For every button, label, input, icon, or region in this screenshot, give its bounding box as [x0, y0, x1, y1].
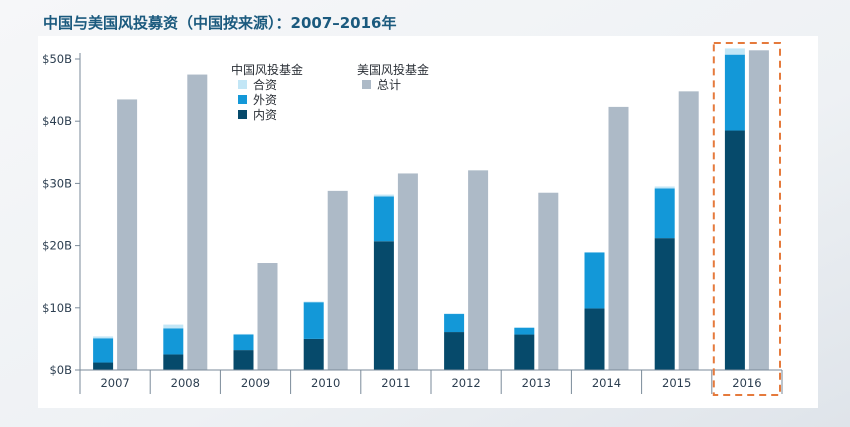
- bar-china-joint-2009: [233, 333, 254, 335]
- y-tick-label: $0B: [49, 363, 72, 377]
- bar-china-domestic-2010: [303, 338, 324, 370]
- x-tick-label: 2008: [171, 376, 200, 390]
- bar-layer: [93, 48, 769, 371]
- y-tick-label: $40B: [42, 114, 72, 128]
- legend-label-us-total: 总计: [377, 78, 401, 92]
- x-tick-label: 2011: [381, 376, 410, 390]
- bar-china-foreign-2011: [373, 196, 394, 242]
- bar-china-domestic-2016: [724, 130, 745, 370]
- bar-china-domestic-2011: [373, 241, 394, 370]
- legend-label-foreign: 外资: [253, 93, 277, 107]
- chart-title: 中国与美国风投募资（中国按来源）：2007–2016年: [43, 14, 397, 32]
- bar-china-domestic-2013: [514, 334, 535, 370]
- bar-china-joint-2011: [373, 194, 394, 197]
- legend-swatch-joint: [238, 80, 247, 89]
- legend-heading-china: 中国风投基金: [231, 62, 303, 77]
- bar-china-joint-2015: [654, 186, 675, 189]
- x-tick-label: 2016: [732, 376, 761, 390]
- x-tick-label: 2009: [241, 376, 270, 390]
- bar-us-total-2013: [538, 192, 559, 370]
- x-tick-label: 2013: [522, 376, 551, 390]
- bar-china-foreign-2015: [654, 188, 675, 239]
- bar-us-total-2011: [397, 173, 418, 370]
- bar-china-foreign-2012: [444, 314, 465, 333]
- bar-china-foreign-2007: [93, 338, 114, 363]
- y-tick-label: $50B: [42, 52, 72, 66]
- y-axis: $0B $10B $20B $30B $40B $50B: [42, 52, 81, 377]
- bar-us-total-2015: [678, 91, 699, 371]
- y-tick-label: $10B: [42, 301, 72, 315]
- x-tick-label: 2014: [592, 376, 621, 390]
- highlight-2016-box: [712, 42, 781, 396]
- bar-us-total-2012: [468, 170, 489, 370]
- y-tick-label: $30B: [42, 176, 72, 190]
- bar-china-joint-2016: [724, 48, 745, 55]
- legend-heading-us: 美国风投基金: [357, 62, 429, 77]
- x-tick-label: 2010: [311, 376, 340, 390]
- bar-us-total-2016: [748, 50, 769, 371]
- bar-china-foreign-2010: [303, 302, 324, 339]
- bar-china-domestic-2015: [654, 238, 675, 370]
- bar-china-domestic-2007: [93, 362, 114, 370]
- bar-china-foreign-2014: [584, 252, 605, 309]
- legend-swatch-foreign: [238, 95, 247, 104]
- y-tick-label: $20B: [42, 239, 72, 253]
- legend-label-joint: 合资: [253, 77, 277, 92]
- bar-china-joint-2008: [163, 324, 184, 329]
- x-axis: 2007 2008 2009 2010 2011 2012 2013 2014 2015 2016: [79, 369, 783, 394]
- x-tick-label: 2015: [662, 376, 691, 390]
- bar-china-foreign-2016: [724, 54, 745, 131]
- bar-china-foreign-2009: [233, 334, 254, 351]
- bar-china-domestic-2014: [584, 308, 605, 370]
- legend-swatch-us-total: [362, 80, 371, 89]
- bar-us-total-2014: [608, 106, 629, 371]
- bar-china-domestic-2012: [444, 332, 465, 370]
- bar-china-joint-2007: [93, 336, 114, 339]
- bar-us-total-2008: [187, 74, 208, 371]
- bar-us-total-2010: [327, 190, 348, 370]
- x-tick-label: 2012: [451, 376, 480, 390]
- bar-us-total-2007: [117, 99, 138, 371]
- bar-china-foreign-2008: [163, 328, 184, 355]
- legend: 中国风投基金 美国风投基金 合资 外资 内资 总计: [231, 62, 429, 122]
- bar-china-domestic-2009: [233, 350, 254, 370]
- legend-swatch-domestic: [238, 110, 247, 119]
- x-tick-label: 2007: [100, 376, 129, 390]
- bar-us-total-2009: [257, 263, 278, 370]
- legend-label-domestic: 内资: [253, 108, 277, 122]
- bar-china-foreign-2013: [514, 327, 535, 335]
- bar-china-joint-2012: [444, 313, 465, 315]
- bar-china-joint-2010: [303, 301, 324, 303]
- plot-panel: [38, 36, 818, 408]
- bar-china-domestic-2008: [163, 354, 184, 370]
